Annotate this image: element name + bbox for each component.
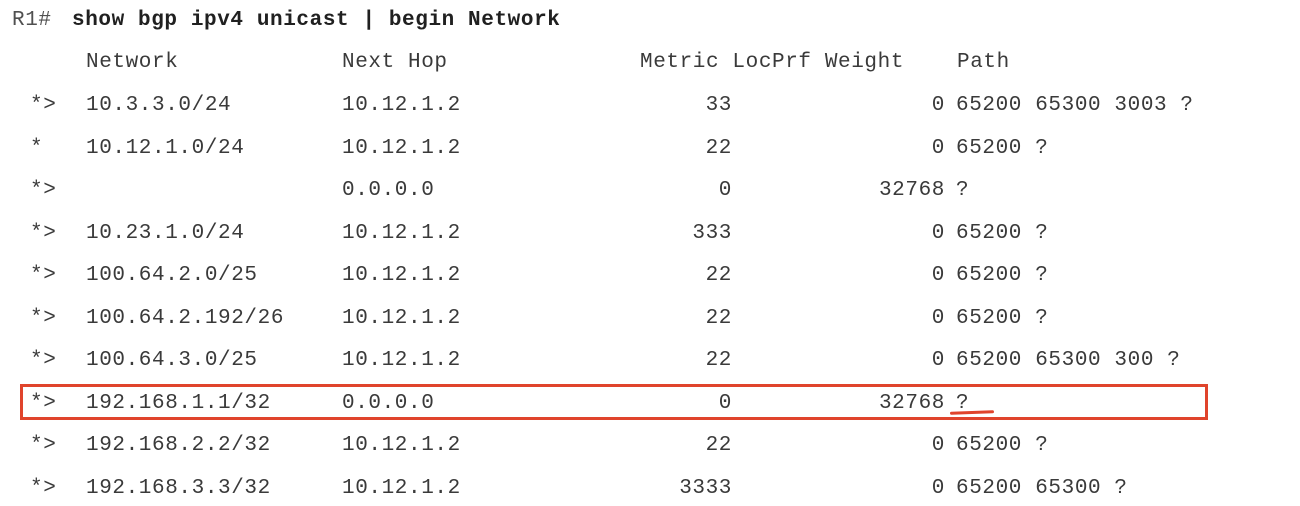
row-next-hop: 10.12.1.2 (342, 222, 461, 245)
row-weight: 0 (931, 264, 945, 287)
header-metric-locprf-weight: Metric LocPrf Weight (640, 51, 905, 74)
row-weight: 32768 (878, 392, 945, 415)
row-status: *> (30, 264, 57, 287)
row-weight: 32768 (878, 179, 945, 202)
row-path: ? (956, 179, 970, 202)
row-network: 10.12.1.0/24 (86, 137, 245, 160)
row-metric: 0 (718, 392, 732, 415)
row-status: *> (30, 179, 57, 202)
row-network: 10.23.1.0/24 (86, 222, 245, 245)
row-path: 65200 65300 3003 ? (956, 94, 1194, 117)
row-next-hop: 10.12.1.2 (342, 434, 461, 457)
cli-prompt: R1# (12, 9, 52, 32)
row-status: *> (30, 222, 57, 245)
header-next-hop: Next Hop (342, 51, 448, 74)
row-metric: 3333 (679, 477, 732, 500)
row-network: 10.3.3.0/24 (86, 94, 232, 117)
row-path: 65200 ? (956, 434, 1049, 457)
row-status: *> (30, 434, 57, 457)
header-path: Path (957, 51, 1010, 74)
row-network: 192.168.3.3/32 (86, 477, 271, 500)
row-path: 65200 65300 ? (956, 477, 1128, 500)
row-next-hop: 10.12.1.2 (342, 477, 461, 500)
row-weight: 0 (931, 307, 945, 330)
row-network: 192.168.2.2/32 (86, 434, 271, 457)
row-network: 100.64.3.0/25 (86, 349, 258, 372)
row-weight: 0 (931, 349, 945, 372)
highlight-box (20, 384, 1208, 420)
row-path: 65200 65300 300 ? (956, 349, 1181, 372)
row-weight: 0 (931, 434, 945, 457)
row-network: 100.64.2.0/25 (86, 264, 258, 287)
row-next-hop: 10.12.1.2 (342, 94, 461, 117)
row-metric: 22 (705, 264, 732, 287)
row-next-hop: 0.0.0.0 (342, 179, 435, 202)
row-status: *> (30, 477, 57, 500)
row-status: *> (30, 307, 57, 330)
row-path: ? (956, 392, 970, 415)
row-weight: 0 (931, 94, 945, 117)
row-status: *> (30, 392, 57, 415)
header-network: Network (86, 51, 179, 74)
row-network: 100.64.2.192/26 (86, 307, 285, 330)
row-metric: 333 (692, 222, 732, 245)
row-metric: 22 (705, 137, 732, 160)
row-status: * (30, 137, 44, 160)
row-status: *> (30, 94, 57, 117)
row-next-hop: 0.0.0.0 (342, 392, 435, 415)
row-metric: 22 (705, 349, 732, 372)
row-path: 65200 ? (956, 222, 1049, 245)
row-next-hop: 10.12.1.2 (342, 264, 461, 287)
row-path: 65200 ? (956, 264, 1049, 287)
row-next-hop: 10.12.1.2 (342, 137, 461, 160)
cli-command: show bgp ipv4 unicast | begin Network (72, 9, 561, 32)
row-status: *> (30, 349, 57, 372)
row-weight: 0 (931, 477, 945, 500)
row-metric: 33 (705, 94, 732, 117)
row-metric: 22 (705, 307, 732, 330)
row-metric: 22 (705, 434, 732, 457)
row-path: 65200 ? (956, 137, 1049, 160)
row-network: 192.168.1.1/32 (86, 392, 271, 415)
row-next-hop: 10.12.1.2 (342, 349, 461, 372)
row-weight: 0 (931, 137, 945, 160)
row-metric: 0 (718, 179, 732, 202)
row-weight: 0 (931, 222, 945, 245)
row-next-hop: 10.12.1.2 (342, 307, 461, 330)
row-path: 65200 ? (956, 307, 1049, 330)
